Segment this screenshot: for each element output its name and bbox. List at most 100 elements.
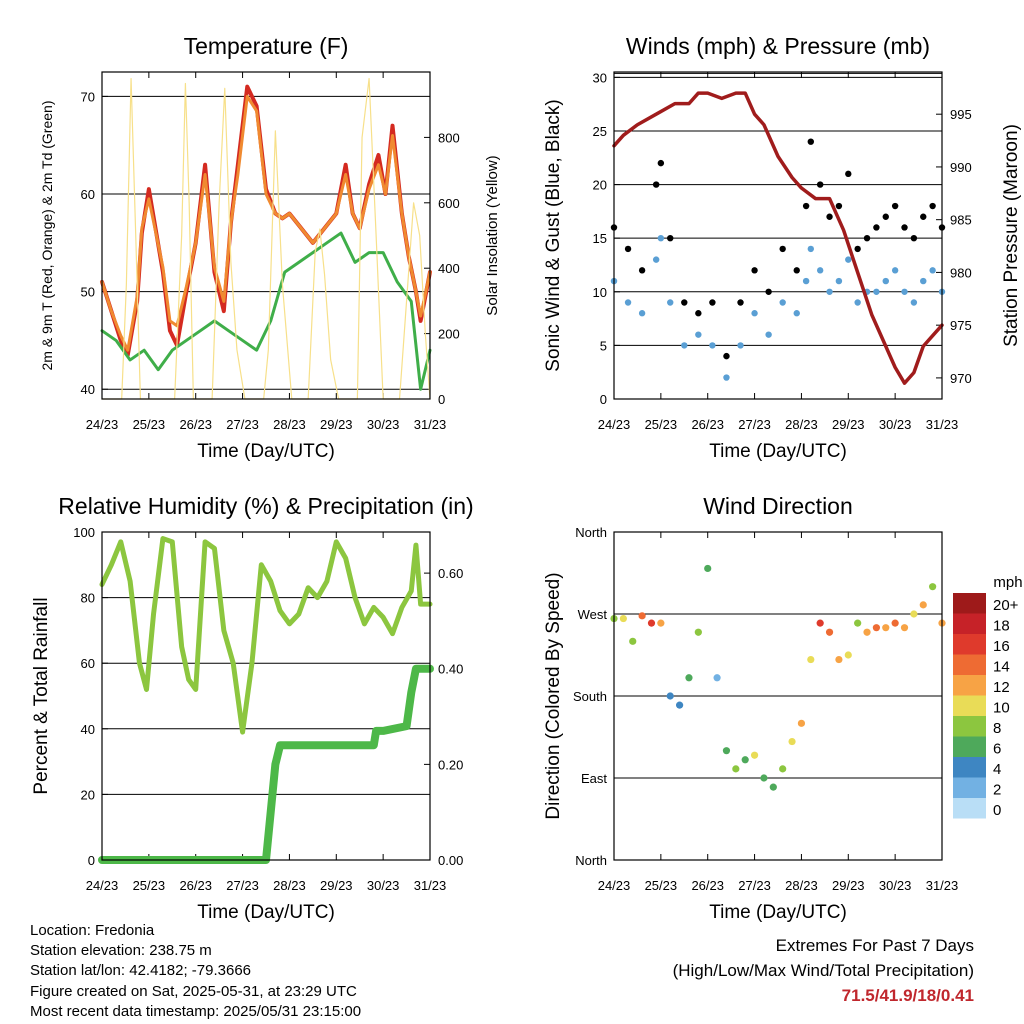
rh-line [99,536,433,735]
gust-point [657,159,665,167]
y-tick-label: 30 [593,70,607,85]
temperature-panel: Temperature (F) Time (Day/UTC) 2m & 9m T (… [39,33,501,462]
legend-label: 16 [993,638,1010,655]
x-tick-label: 24/23 [598,878,631,893]
gust-point [802,202,810,210]
direction-point [872,624,881,632]
x-tick-label: 30/23 [367,417,400,432]
y-tick-label: 40 [81,382,95,397]
y-tick-label: North [575,853,607,868]
y-tick-label: 20 [593,178,607,193]
x-tick-label: 30/23 [879,878,912,893]
x-tick-label: 30/23 [367,878,400,893]
speed-color-legend: mph 20+ 18 16 14 12 10 8 6 4 2 0 [953,574,1023,819]
legend-label: 20+ [993,597,1019,614]
direction-point [732,765,740,773]
wind-point [873,288,880,295]
legend-label: 10 [993,700,1010,717]
figure-created: Figure created on Sat, 2025-05-31, at 23… [30,982,357,1000]
y-tick-label: South [573,689,607,704]
x-tick-label: 27/23 [738,878,771,893]
direction-point [900,624,909,632]
wind-point [667,299,674,306]
x-tick-label: 31/23 [414,878,447,893]
legend-swatch [953,798,986,819]
legend-label: 12 [993,679,1010,696]
y-tick-label: 80 [81,591,95,606]
pressure-line [612,91,944,385]
wind-point [845,256,852,263]
y-tick-label-right: 600 [438,196,460,211]
x-tick-label: 31/23 [414,417,447,432]
x-tick-label: 28/23 [785,878,818,893]
direction-point [844,651,852,659]
x-axis-label: Time (Day/UTC) [197,902,335,923]
y-axis-label: 2m & 9m T (Red, Orange) & 2m Td (Green) [39,101,55,371]
wind-point [854,299,861,306]
wind-point [807,245,814,253]
x-tick-label: 28/23 [273,878,306,893]
gust-point [807,138,814,145]
chart-title: Wind Direction [703,493,853,519]
station-info: Location: Fredonia Station elevation: 23… [30,921,361,1022]
wind-point [624,299,632,306]
winds-panel: Winds (mph) & Pressure (mb) Time (Day/UTC… [543,33,1022,462]
gust-point [765,288,772,295]
wind-point [695,331,702,338]
station-elevation: Station elevation: 238.75 m [30,942,212,960]
chart-title: Relative Humidity (%) & Precipitation (i… [58,493,473,519]
temp2m-line [100,84,432,358]
gust-point [835,202,843,210]
y-tick-label: 40 [81,722,95,737]
gust-point [624,245,632,253]
temp9m-line [100,94,432,352]
gust-point [910,234,918,242]
extremes-values: 71.5/41.9/18/0.41 [841,986,974,1005]
y-tick-label: East [581,771,607,786]
gust-point [695,310,702,317]
x-tick-label: 29/23 [832,878,865,893]
x-tick-label: 25/23 [645,878,678,893]
direction-point [797,719,806,727]
x-tick-label: 28/23 [273,417,306,432]
gust-point [737,299,744,306]
x-tick-label: 25/23 [133,417,166,432]
direction-point [685,674,693,682]
legend-swatch [953,777,986,798]
direction-point [788,737,796,746]
gust-point [863,234,871,242]
y-tick-label-right: 0.60 [438,566,463,581]
y-tick-label: 70 [81,89,95,104]
y-tick-label: 15 [593,231,607,246]
wind-point [793,310,800,317]
x-tick-label: 24/23 [86,417,119,432]
recent-timestamp: Most recent data timestamp: 2025/05/31 2… [30,1002,362,1020]
legend-swatch [953,695,986,716]
legend-swatch [953,634,986,655]
x-tick-label: 29/23 [320,878,353,893]
x-tick-label: 31/23 [926,417,959,432]
gust-point [920,213,927,220]
direction-point [619,614,627,623]
wind-point [779,299,786,306]
extremes-subtitle: (High/Low/Max Wind/Total Precipitation) [672,961,974,980]
y-tick-label-right: 0.40 [438,662,463,677]
gust-point [709,299,716,306]
legend-swatch [953,716,986,737]
y-tick-label-right: 0 [438,392,445,407]
y-axis-label: Percent & Total Rainfall [31,597,52,794]
wind-point [723,374,730,381]
solar-line [101,77,431,400]
y-tick-label-right: 985 [950,213,972,228]
wind-point [910,299,918,306]
direction-point [779,765,787,773]
wind-point [737,342,744,349]
x-tick-label: 25/23 [133,878,166,893]
chart-title: Temperature (F) [184,33,349,59]
plot-frame [613,531,943,861]
chart-title: Winds (mph) & Pressure (mb) [626,33,930,59]
gust-point [816,181,824,188]
y-axis-label-right: Station Pressure (Maroon) [1001,124,1022,347]
wind-point [835,277,843,285]
direction-point [854,619,862,627]
